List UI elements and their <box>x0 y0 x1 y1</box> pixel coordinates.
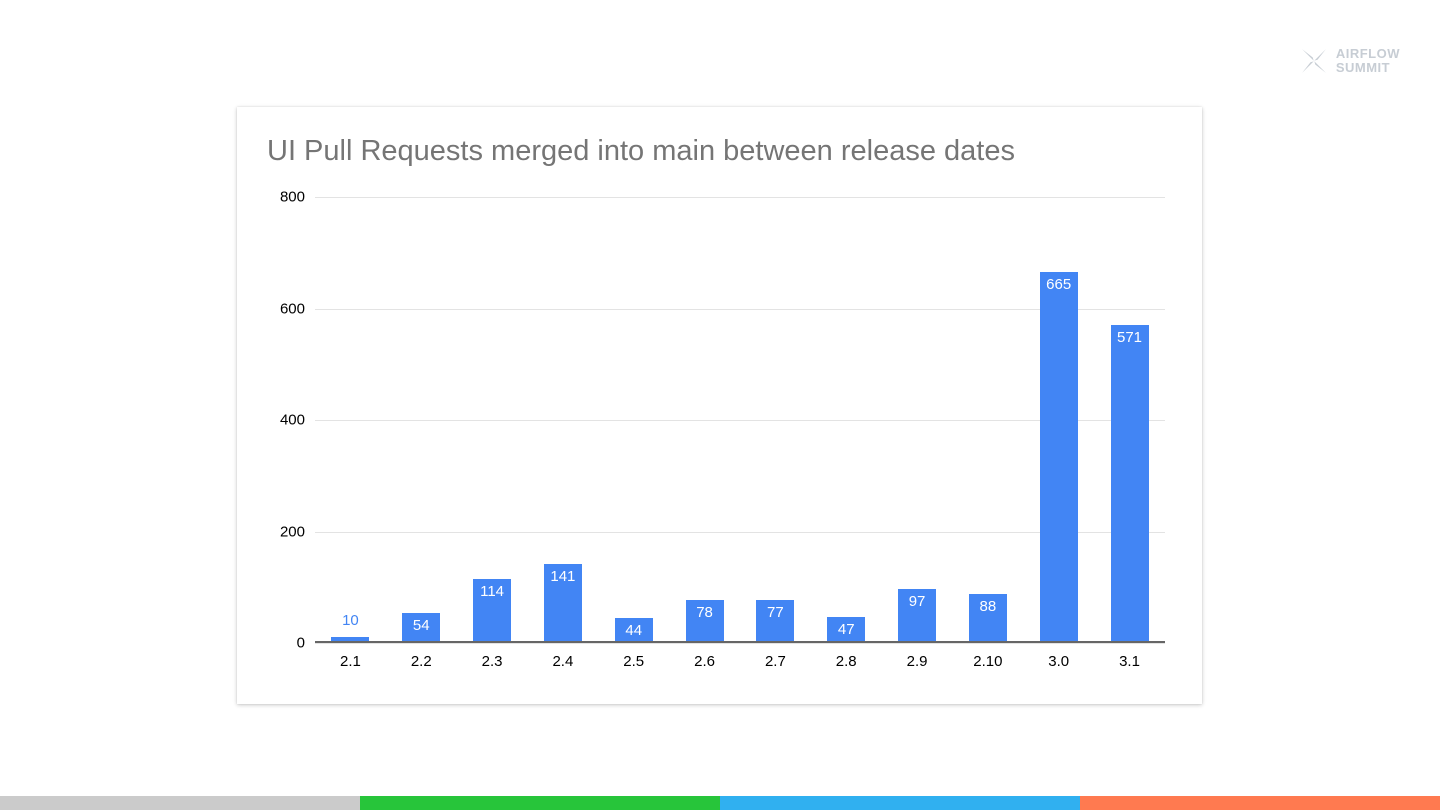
gridline <box>315 420 1165 421</box>
x-tick-label: 2.6 <box>694 653 715 670</box>
airflow-summit-logo: AIRFLOW SUMMIT <box>1299 46 1400 76</box>
y-tick-label: 400 <box>279 411 305 429</box>
footer-stripe-segment <box>0 796 360 810</box>
bar-value-label: 10 <box>342 612 359 630</box>
bar-slot: 97 <box>882 197 953 643</box>
bar-2.8: 47 <box>827 616 866 643</box>
y-tick-label: 200 <box>279 523 305 540</box>
chart-card: UI Pull Requests merged into main betwee… <box>237 107 1202 704</box>
bar-slot: 54 <box>386 197 457 643</box>
x-tick-label: 2.9 <box>906 653 928 670</box>
plot-area: 10 54 114 141 44 78 77 47 97 88 665 571 <box>315 197 1165 644</box>
bar-2.2: 54 <box>402 612 441 643</box>
bar-value-label: 54 <box>412 616 430 634</box>
y-tick-label: 0 <box>296 634 305 652</box>
bar-slot: 665 <box>1023 197 1094 643</box>
bar-3.1: 571 <box>1110 324 1149 643</box>
x-tick-label: 2.1 <box>339 653 361 670</box>
bar-value-label: 141 <box>550 568 576 586</box>
x-tick-label: 2.7 <box>764 653 786 670</box>
bar-slot: 571 <box>1094 197 1165 643</box>
bar-value-label: 77 <box>767 604 784 622</box>
bar-value-label: 78 <box>696 603 713 621</box>
y-tick-label: 800 <box>279 188 305 206</box>
bar-2.6: 78 <box>685 599 724 643</box>
bar-slot: 114 <box>457 197 528 643</box>
y-tick-label: 600 <box>279 300 305 317</box>
bar-slot: 141 <box>527 197 598 643</box>
bar-value-label: 88 <box>979 597 997 615</box>
bar-3.0: 665 <box>1039 272 1078 643</box>
x-tick-label: 2.2 <box>410 653 432 670</box>
bar-slot: 10 <box>315 197 386 643</box>
bar-slot: 78 <box>669 197 740 643</box>
bar-value-label: 97 <box>908 592 926 610</box>
bar-value-label: 47 <box>837 620 855 638</box>
logo-text: AIRFLOW SUMMIT <box>1336 47 1400 75</box>
x-tick-label: 2.8 <box>835 653 857 670</box>
x-axis-line <box>315 641 1165 643</box>
bar-value-label: 665 <box>1046 276 1072 294</box>
footer-stripe-segment <box>720 796 1080 810</box>
airflow-pinwheel-icon <box>1299 46 1329 76</box>
footer-stripe-segment <box>1080 796 1440 810</box>
y-axis-labels: 0 200 400 600 800 <box>237 189 305 652</box>
x-tick-label: 2.4 <box>552 653 574 670</box>
bars-row: 10 54 114 141 44 78 77 47 97 88 665 571 <box>315 197 1165 643</box>
bar-2.4: 141 <box>543 564 582 643</box>
logo-text-line2: SUMMIT <box>1335 60 1391 75</box>
footer-stripe-segment <box>360 796 720 810</box>
x-tick-label: 3.1 <box>1119 653 1140 670</box>
gridline <box>315 197 1165 198</box>
x-tick-label: 3.0 <box>1048 653 1070 670</box>
bar-2.7: 77 <box>756 600 795 643</box>
bar-slot: 88 <box>952 197 1023 643</box>
gridline <box>315 308 1165 310</box>
bar-2.9: 97 <box>898 588 937 643</box>
bar-2.3: 114 <box>473 579 512 643</box>
x-tick-label: 2.5 <box>623 653 645 670</box>
bar-value-label: 114 <box>480 583 505 601</box>
bar-2.1 <box>331 637 370 643</box>
bar-slot: 44 <box>598 197 669 643</box>
bar-2.10: 88 <box>968 593 1007 643</box>
x-tick-label: 2.10 <box>973 653 1003 670</box>
bar-value-label: 571 <box>1117 328 1143 346</box>
gridline <box>315 531 1165 533</box>
x-tick-label: 2.3 <box>481 653 503 670</box>
x-axis-labels: 2.1 2.2 2.3 2.4 2.5 2.6 2.7 2.8 2.9 2.10 3.0 3.1 <box>315 653 1165 670</box>
logo-text-line1: AIRFLOW <box>1335 46 1400 61</box>
bar-slot: 77 <box>740 197 811 643</box>
bar-slot: 47 <box>811 197 882 643</box>
chart-title: UI Pull Requests merged into main betwee… <box>267 135 1015 167</box>
bar-value-label: 44 <box>625 622 643 640</box>
bar-2.5: 44 <box>614 618 653 643</box>
gridline <box>315 643 1165 644</box>
footer-stripe <box>0 796 1440 810</box>
